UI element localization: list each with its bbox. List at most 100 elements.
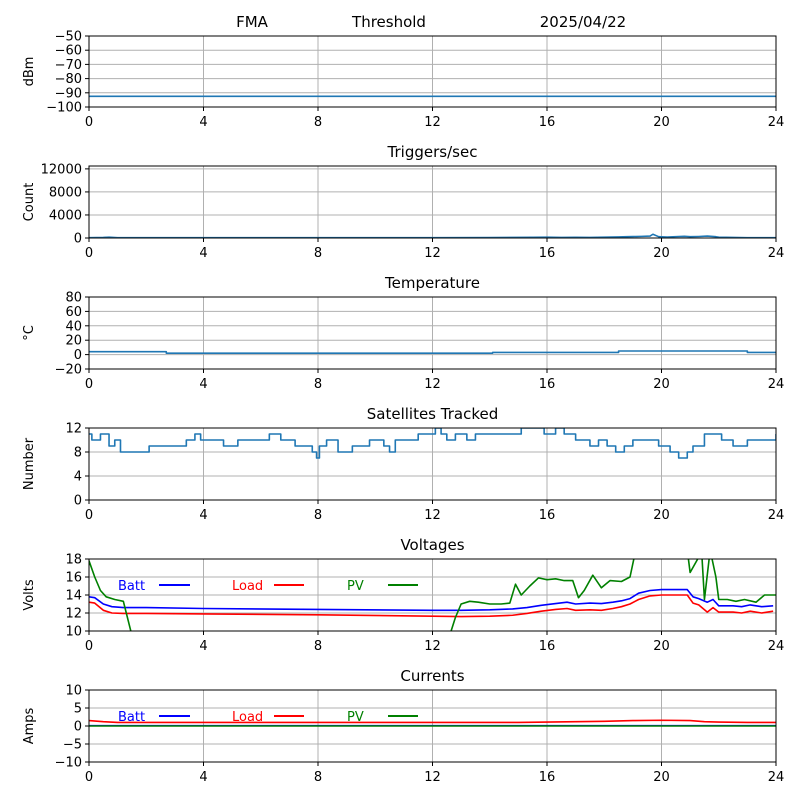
voltages-ytick-label-2: 14: [65, 589, 82, 604]
currents-xtick-label-8: 8: [314, 770, 322, 785]
triggers-ylabel: Count: [22, 183, 37, 222]
panel-voltages: 0 4 8 12 16 20 24 10 12 14 16 18 Voltages Volts Batt Lo…: [22, 536, 784, 654]
voltages-ytick-label-4: 18: [65, 553, 82, 568]
panel-currents: 0 4 8 12 16 20 24 −10 −5 0 5 10 Currents Amps Batt Load…: [22, 667, 784, 785]
triggers-ytick-label-0: 0: [74, 232, 82, 247]
currents-ytick-label-1: −5: [63, 738, 82, 753]
satellites-ytick-label-2: 8: [74, 446, 82, 461]
rssi-ytick-label-4: −60: [55, 44, 82, 59]
temperature-xtick-label-4: 4: [199, 377, 207, 392]
satellites-ytick-label-0: 0: [74, 494, 82, 509]
voltages-xtick-label-16: 16: [539, 639, 556, 654]
rssi-xtick-label-4: 4: [199, 115, 207, 130]
voltages-series-pv: [89, 559, 776, 631]
satellites-xtick-label-24: 24: [768, 508, 785, 523]
panel-satellites: 0 4 8 12 16 20 24 0 4 8 12 Satellites Tracked Number: [22, 405, 784, 523]
rssi-ytick-label-2: −80: [55, 72, 82, 87]
currents-legend-label-load: Load: [232, 710, 263, 725]
rssi-xtick-label-16: 16: [539, 115, 556, 130]
voltages-xtick-label-4: 4: [199, 639, 207, 654]
triggers-xtick-label-8: 8: [314, 246, 322, 261]
voltages-series-batt: [89, 588, 774, 612]
currents-ytick-label-4: 10: [65, 684, 82, 699]
voltages-xtick-label-24: 24: [768, 639, 785, 654]
satellites-xtick-label-0: 0: [85, 508, 93, 523]
rssi-ytick-label-5: −50: [55, 30, 82, 45]
panel-triggers: 0 4 8 12 16 20 24 0 4000 8000 12000 Triggers/sec Cou…: [22, 143, 784, 261]
temperature-xtick-label-12: 12: [424, 377, 441, 392]
temperature-ytick-label-0: −20: [55, 363, 82, 378]
satellites-xtick-label-16: 16: [539, 508, 556, 523]
voltages-ylabel: Volts: [22, 579, 37, 611]
header-mode: Threshold: [351, 13, 426, 31]
temperature-title: Temperature: [384, 274, 480, 292]
triggers-xtick-label-20: 20: [653, 246, 670, 261]
header-date: 2025/04/22: [540, 13, 626, 31]
temperature-ylabel: °C: [22, 325, 37, 341]
voltages-ytick-label-1: 12: [65, 607, 82, 622]
currents-title: Currents: [400, 667, 464, 685]
currents-legend-label-batt: Batt: [118, 710, 145, 725]
currents-xtick-label-4: 4: [199, 770, 207, 785]
rssi-ytick-label-0: −100: [46, 101, 82, 116]
rssi-xtick-label-20: 20: [653, 115, 670, 130]
rssi-ytick-label-3: −70: [55, 58, 82, 73]
currents-xtick-label-12: 12: [424, 770, 441, 785]
temperature-ytick-label-4: 60: [65, 305, 82, 320]
satellites-xtick-label-12: 12: [424, 508, 441, 523]
rssi-xtick-label-12: 12: [424, 115, 441, 130]
rssi-xtick-label-8: 8: [314, 115, 322, 130]
triggers-ytick-label-3: 12000: [41, 162, 82, 177]
satellites-series-0: [89, 428, 776, 459]
triggers-xtick-label-4: 4: [199, 246, 207, 261]
satellites-ytick-label-3: 12: [65, 422, 82, 437]
header-site: FMA: [236, 13, 269, 31]
currents-ytick-label-3: 5: [74, 702, 82, 717]
currents-legend-label-pv: PV: [347, 710, 364, 725]
voltages-ytick-label-0: 10: [65, 625, 82, 640]
temperature-ytick-label-1: 0: [74, 348, 82, 363]
temperature-ytick-label-2: 20: [65, 334, 82, 349]
currents-ytick-label-2: 0: [74, 720, 82, 735]
satellites-title: Satellites Tracked: [367, 405, 498, 423]
rssi-ylabel: dBm: [22, 57, 37, 87]
triggers-xtick-label-12: 12: [424, 246, 441, 261]
voltages-xtick-label-12: 12: [424, 639, 441, 654]
voltages-legend-label-batt: Batt: [118, 579, 145, 594]
temperature-series-0: [89, 350, 776, 354]
temperature-ytick-label-3: 40: [65, 319, 82, 334]
temperature-ytick-label-5: 80: [65, 291, 82, 306]
satellites-ytick-label-1: 4: [74, 470, 82, 485]
voltages-ytick-label-3: 16: [65, 571, 82, 586]
currents-series-load: [89, 719, 776, 724]
temperature-xtick-label-0: 0: [85, 377, 93, 392]
voltages-legend-label-load: Load: [232, 579, 263, 594]
satellites-xtick-label-4: 4: [199, 508, 207, 523]
panel-rssi: 0 4 8 12 16 20 24 −100−90−80−70−60−50 dBm: [22, 30, 784, 131]
rssi-ytick-label-1: −90: [55, 86, 82, 101]
currents-ytick-label-0: −10: [55, 756, 82, 771]
currents-ylabel: Amps: [22, 707, 37, 744]
voltages-series-load: [89, 594, 774, 618]
triggers-xtick-label-16: 16: [539, 246, 556, 261]
triggers-title: Triggers/sec: [387, 143, 478, 161]
currents-xtick-label-20: 20: [653, 770, 670, 785]
satellites-ylabel: Number: [22, 437, 37, 490]
satellites-xtick-label-20: 20: [653, 508, 670, 523]
currents-xtick-label-24: 24: [768, 770, 785, 785]
temperature-xtick-label-20: 20: [653, 377, 670, 392]
voltages-xtick-label-0: 0: [85, 639, 93, 654]
triggers-ytick-label-1: 4000: [49, 208, 82, 223]
temperature-xtick-label-24: 24: [768, 377, 785, 392]
triggers-ytick-label-2: 8000: [49, 185, 82, 200]
currents-xtick-label-0: 0: [85, 770, 93, 785]
voltages-title: Voltages: [400, 536, 464, 554]
temperature-xtick-label-8: 8: [314, 377, 322, 392]
temperature-xtick-label-16: 16: [539, 377, 556, 392]
triggers-xtick-label-0: 0: [85, 246, 93, 261]
voltages-xtick-label-8: 8: [314, 639, 322, 654]
